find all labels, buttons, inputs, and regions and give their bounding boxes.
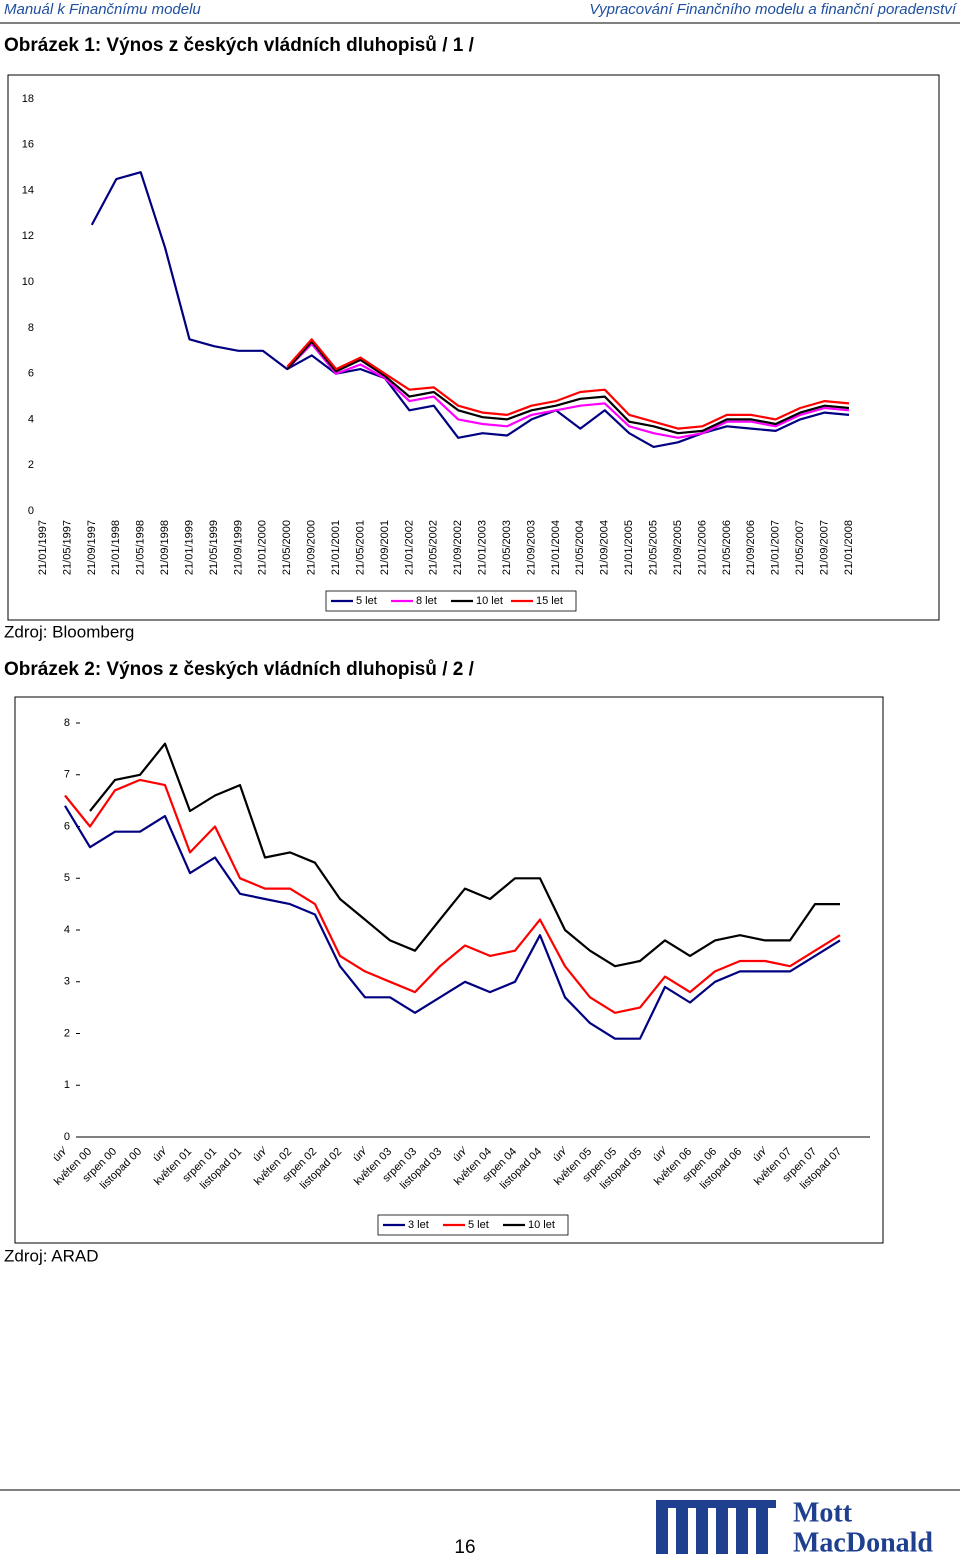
x-tick-label: 21/01/1999 xyxy=(183,520,195,575)
x-tick-label: 21/01/2000 xyxy=(257,520,269,575)
legend-label: 10 let xyxy=(476,595,503,607)
y-tick-label: 18 xyxy=(22,93,34,105)
x-tick-label: 21/09/2006 xyxy=(745,520,757,575)
series-line xyxy=(89,742,840,968)
x-tick-label: 21/01/1997 xyxy=(37,520,49,575)
y-tick-label: 6 xyxy=(28,368,34,380)
x-tick-label: ún⁄ xyxy=(651,1144,671,1164)
header-right: Vypracování Finančního modelu a finanční… xyxy=(589,1,957,18)
x-tick-label: ún⁄ xyxy=(51,1144,71,1164)
series-line xyxy=(286,340,850,435)
x-tick-label: 21/09/1998 xyxy=(159,520,171,575)
x-tick-label: 21/01/1998 xyxy=(110,520,122,575)
legend-label: 15 let xyxy=(536,595,563,607)
x-tick-label: 21/01/2001 xyxy=(330,520,342,575)
x-tick-label: 21/09/2004 xyxy=(599,520,611,575)
legend-box xyxy=(377,1214,569,1236)
chart-frame xyxy=(7,74,940,621)
y-tick-label: 8 xyxy=(28,322,34,334)
y-tick-label: 8 xyxy=(64,717,70,729)
series-line xyxy=(286,342,850,439)
legend-label: 5 let xyxy=(468,1219,489,1231)
x-tick-label: 21/05/2005 xyxy=(648,520,660,575)
x-tick-label: 21/05/1997 xyxy=(61,520,73,575)
logo-mark xyxy=(656,1500,776,1554)
y-tick-label: 16 xyxy=(22,139,34,151)
x-tick-label: ún⁄ xyxy=(351,1144,371,1164)
y-tick-label: 5 xyxy=(64,872,70,884)
x-tick-label: 21/05/2006 xyxy=(721,520,733,575)
y-tick-label: 14 xyxy=(22,184,34,196)
y-tick-label: 0 xyxy=(64,1131,70,1143)
legend-label: 5 let xyxy=(356,595,377,607)
x-tick-label: 21/01/2004 xyxy=(550,520,562,575)
y-tick-label: 10 xyxy=(22,276,34,288)
x-tick-label: ún⁄ xyxy=(251,1144,271,1164)
logo-text: MacDonald xyxy=(793,1527,933,1558)
x-tick-label: 21/09/2003 xyxy=(525,520,537,575)
x-tick-label: 21/05/2007 xyxy=(794,520,806,575)
y-tick-label: 6 xyxy=(64,820,70,832)
x-tick-label: 21/05/2002 xyxy=(428,520,440,575)
series-line xyxy=(286,338,850,430)
x-tick-label: 21/09/1997 xyxy=(86,520,98,575)
y-tick-label: 12 xyxy=(22,230,34,242)
x-tick-label: 21/09/2002 xyxy=(452,520,464,575)
figure-caption: Obrázek 1: Výnos z českých vládních dluh… xyxy=(4,35,475,56)
y-tick-label: 0 xyxy=(28,505,34,517)
x-tick-label: 21/05/1999 xyxy=(208,520,220,575)
x-tick-label: ún⁄ xyxy=(551,1144,571,1164)
y-tick-label: 2 xyxy=(28,459,34,471)
x-tick-label: 21/09/2005 xyxy=(672,520,684,575)
y-tick-label: 7 xyxy=(64,769,70,781)
x-tick-label: 21/01/2002 xyxy=(403,520,415,575)
y-tick-label: 3 xyxy=(64,976,70,988)
y-tick-label: 2 xyxy=(64,1027,70,1039)
x-tick-label: 21/01/2007 xyxy=(770,520,782,575)
figure-caption: Obrázek 2: Výnos z českých vládních dluh… xyxy=(4,659,475,680)
page-number: 16 xyxy=(454,1537,475,1558)
x-tick-label: 21/09/2000 xyxy=(306,520,318,575)
y-tick-label: 4 xyxy=(28,413,34,425)
chart-frame xyxy=(14,696,884,1244)
logo-text: Mott xyxy=(793,1497,853,1528)
legend-label: 8 let xyxy=(416,595,437,607)
source: Zdroj: ARAD xyxy=(4,1246,98,1265)
y-tick-label: 4 xyxy=(64,924,70,936)
header-left: Manuál k Finančnímu modelu xyxy=(4,1,201,18)
x-tick-label: 21/05/2004 xyxy=(574,520,586,575)
x-tick-label: 21/05/2003 xyxy=(501,520,513,575)
x-tick-label: ún⁄ xyxy=(751,1144,771,1164)
x-tick-label: 21/01/2008 xyxy=(843,520,855,575)
series-line xyxy=(64,778,841,1014)
x-tick-label: 21/01/2005 xyxy=(623,520,635,575)
x-tick-label: 21/01/2006 xyxy=(696,520,708,575)
x-tick-label: ún⁄ xyxy=(151,1144,171,1164)
legend-label: 3 let xyxy=(408,1219,429,1231)
x-tick-label: ún⁄ xyxy=(451,1144,471,1164)
y-tick-label: 1 xyxy=(64,1079,70,1091)
x-tick-label: 21/09/2007 xyxy=(818,520,830,575)
x-tick-label: 21/09/2001 xyxy=(379,520,391,575)
series-line xyxy=(90,171,850,448)
x-tick-label: 21/01/2003 xyxy=(477,520,489,575)
series-line xyxy=(64,805,841,1040)
x-tick-label: 21/05/1998 xyxy=(135,520,147,575)
source: Zdroj: Bloomberg xyxy=(4,622,134,641)
legend-label: 10 let xyxy=(528,1219,555,1231)
x-tick-label: 21/05/2000 xyxy=(281,520,293,575)
x-tick-label: 21/09/1999 xyxy=(232,520,244,575)
x-tick-label: 21/05/2001 xyxy=(354,520,366,575)
